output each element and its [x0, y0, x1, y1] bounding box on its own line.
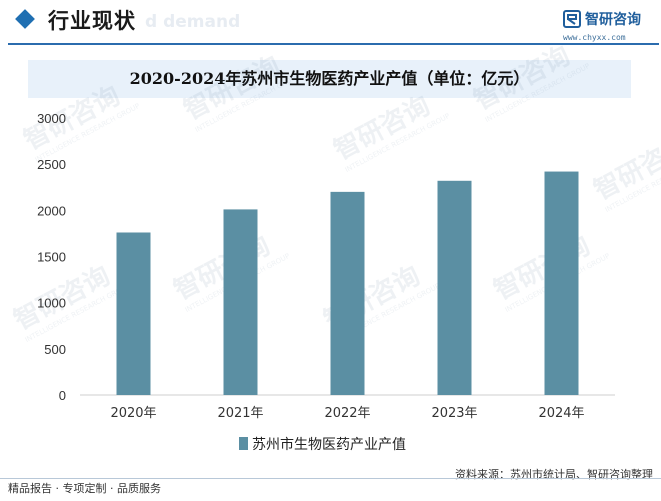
bar — [330, 191, 365, 395]
header: d demand 行业现状 智研咨询 www.chyxx.com — [0, 0, 661, 45]
bar — [116, 232, 151, 395]
y-tick-label: 2500 — [37, 157, 66, 172]
legend-swatch — [239, 437, 248, 450]
chart-title-band: 2020-2024年苏州市生物医药产业产值（单位：亿元） — [28, 60, 631, 98]
y-tick-label: 1500 — [37, 250, 66, 265]
bars — [116, 171, 579, 395]
y-axis-ticks: 0 500 1000 1500 2000 2500 3000 — [37, 111, 66, 403]
header-ghost-text: d demand — [145, 12, 241, 32]
brand-logo: 智研咨询 www.chyxx.com — [563, 8, 659, 42]
x-tick-label: 2021年 — [217, 406, 263, 421]
y-tick-label: 1000 — [37, 296, 66, 311]
bar — [437, 180, 472, 395]
source-note: 资料来源：苏州市统计局、智研咨询整理 — [455, 468, 653, 481]
chart-title: 2020-2024年苏州市生物医药产业产值（单位：亿元） — [129, 69, 530, 88]
x-axis-ticks: 2020年 2021年 2022年 2023年 2024年 — [110, 406, 584, 421]
x-tick-label: 2023年 — [431, 406, 477, 421]
logo-name: 智研咨询 — [585, 12, 641, 28]
x-tick-label: 2022年 — [324, 406, 370, 421]
footer-divider — [0, 478, 661, 479]
legend: 苏州市生物医药产业产值 — [239, 436, 406, 453]
section-title: 行业现状 — [48, 9, 136, 33]
y-tick-label: 500 — [44, 342, 66, 357]
logo-url: www.chyxx.com — [563, 33, 626, 42]
y-tick-label: 3000 — [37, 111, 66, 126]
bar — [544, 171, 579, 395]
x-tick-label: 2024年 — [538, 406, 584, 421]
y-tick-label: 0 — [59, 388, 66, 403]
footer-tagline: 精品报告 · 专项定制 · 品质服务 — [8, 482, 161, 495]
header-divider — [8, 43, 659, 45]
bar — [223, 209, 258, 395]
legend-label: 苏州市生物医药产业产值 — [252, 436, 406, 453]
y-tick-label: 2000 — [37, 203, 66, 218]
logo-mark-icon — [563, 10, 581, 28]
x-tick-label: 2020年 — [110, 406, 156, 421]
